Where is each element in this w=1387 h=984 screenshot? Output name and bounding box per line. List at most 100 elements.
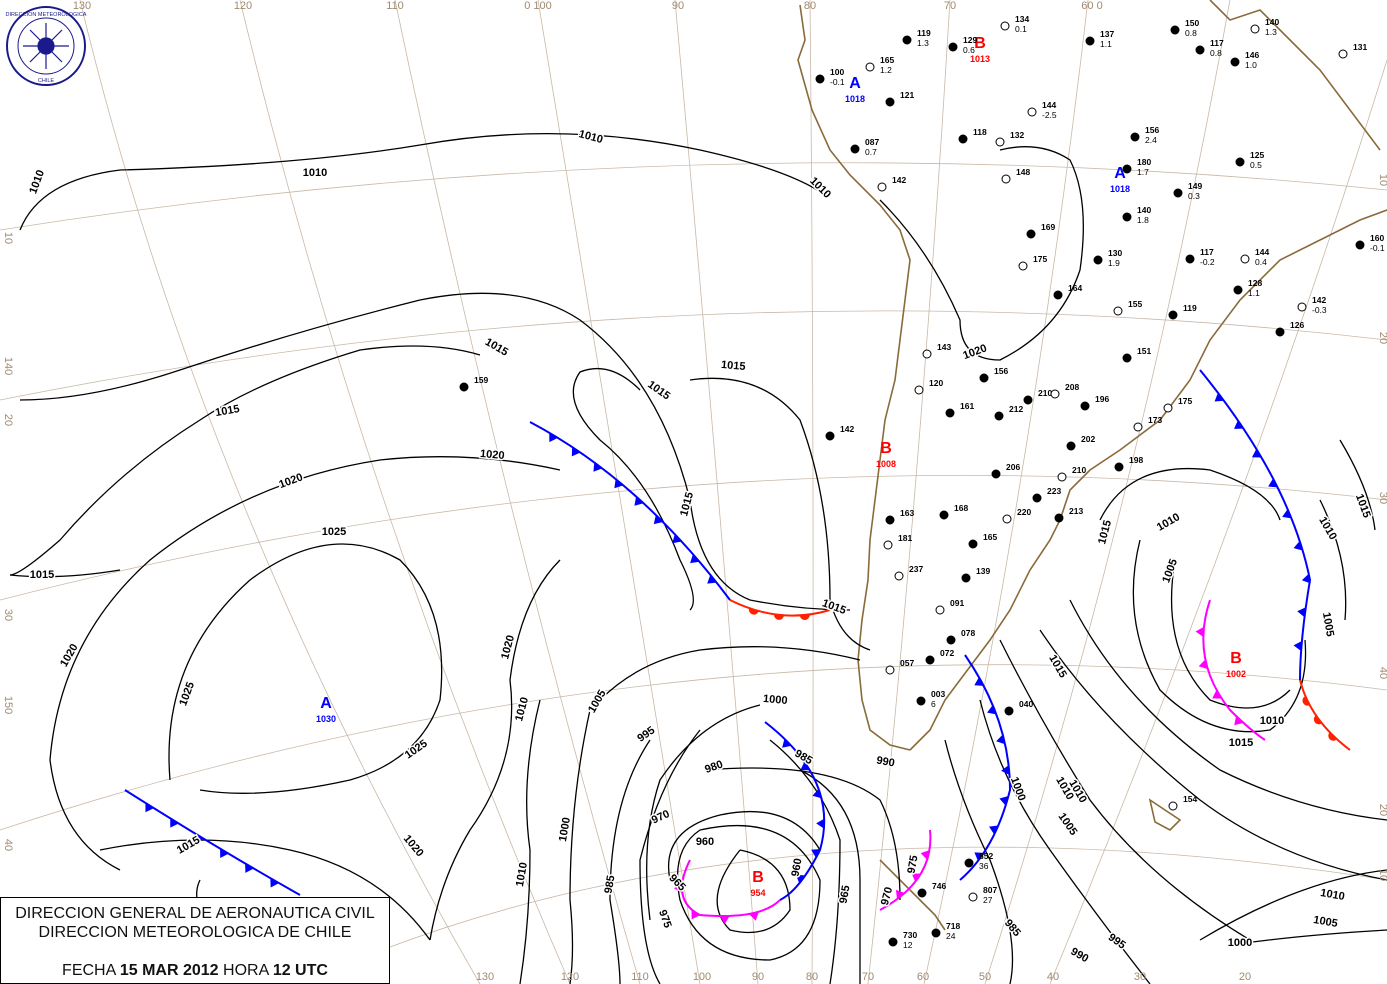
- latitude-label: 10: [1377, 869, 1387, 881]
- cloud-cover-icon: [1050, 389, 1060, 399]
- pressure-tendency: 0.4: [1255, 257, 1267, 267]
- cold-front-triangle: [812, 788, 822, 799]
- station-pressure: 202: [1081, 434, 1095, 444]
- isobar-label: 1010: [1053, 775, 1076, 802]
- cloud-cover-icon: [1233, 285, 1243, 295]
- station-pressure: 120: [929, 378, 943, 388]
- station-plot: 155: [1113, 299, 1142, 316]
- isobar-label: 995: [635, 724, 657, 744]
- warm-front: [1299, 679, 1351, 751]
- pressure-tendency: 12: [903, 940, 913, 950]
- isobar-label: 990: [875, 755, 895, 770]
- cloud-cover-icon: [1195, 45, 1205, 55]
- station-pressure: 140: [1265, 17, 1279, 27]
- station-pressure: 072: [940, 648, 954, 658]
- isobar-label: 1020: [277, 471, 304, 491]
- cold-front-triangle: [1297, 607, 1306, 618]
- station-pressure: 151: [1137, 346, 1151, 356]
- longitude-label: 130: [476, 971, 494, 983]
- low-pressure-center: B: [752, 869, 764, 886]
- station-plot: 169: [1026, 222, 1055, 239]
- cold-front-triangle: [895, 889, 905, 900]
- cloud-cover-icon: [888, 937, 898, 947]
- pressure-tendency: -0.1: [830, 77, 845, 87]
- pressure-tendency: -2.5: [1042, 110, 1057, 120]
- svg-text:DIRECCION METEOROLOGICA: DIRECCION METEOROLOGICA: [6, 12, 87, 18]
- station-plot: 175: [1018, 254, 1047, 271]
- station-plot: 143: [922, 342, 951, 359]
- cold-front-triangle: [593, 462, 603, 472]
- pressure-tendency: 24: [946, 931, 956, 941]
- isobar-label: 970: [650, 808, 672, 827]
- center-pressure-value: 1013: [970, 54, 990, 64]
- station-pressure: 213: [1069, 506, 1083, 516]
- station-plot: 154: [1168, 794, 1197, 811]
- station-pressure: 181: [898, 533, 912, 543]
- isobar-label: 1020: [401, 833, 426, 859]
- station-plot: 196: [1080, 394, 1109, 411]
- station-pressure: 730: [903, 930, 917, 940]
- station-plot: 161: [945, 401, 974, 418]
- station-pressure: 144: [1042, 100, 1056, 110]
- latitude-label: 10: [1377, 174, 1387, 186]
- station-plot: 118: [958, 127, 987, 144]
- isobar-label: 1015: [30, 569, 54, 581]
- cloud-cover-icon: [1085, 36, 1095, 46]
- station-plot: 212: [994, 404, 1023, 421]
- cold-front-triangle: [989, 825, 999, 835]
- isobar-label: 1015: [1229, 737, 1253, 749]
- isobar-label: 1005: [1312, 914, 1338, 930]
- cold-front-triangle: [245, 863, 254, 873]
- cloud-cover-icon: [459, 382, 469, 392]
- station-pressure: 040: [1019, 699, 1033, 709]
- station-pressure: 121: [900, 90, 914, 100]
- center-pressure-value: 1018: [1110, 184, 1130, 194]
- longitude-label: 90: [752, 971, 764, 983]
- cloud-cover-icon: [968, 892, 978, 902]
- station-pressure: 129: [963, 35, 977, 45]
- station-pressure: 165: [983, 532, 997, 542]
- pressure-tendency: 1.7: [1137, 167, 1149, 177]
- cloud-cover-icon: [1133, 422, 1143, 432]
- station-pressure: 210: [1038, 388, 1052, 398]
- pressure-tendency: -0.3: [1312, 305, 1327, 315]
- isobar-label: 1015: [214, 403, 240, 419]
- pressure-tendency: -0.2: [1200, 257, 1215, 267]
- station-pressure: 807: [983, 885, 997, 895]
- station-pressure: 125: [1250, 150, 1264, 160]
- isobar-label: 975: [906, 854, 921, 874]
- station-pressure: 119: [1183, 303, 1197, 313]
- chart-info-box: DIRECCION GENERAL DE AERONAUTICA CIVIL D…: [0, 897, 390, 984]
- svg-text:CHILE: CHILE: [38, 78, 55, 84]
- isobar-label: 1010: [27, 168, 47, 195]
- station-pressure: 210: [1072, 465, 1086, 475]
- cold-front-triangle: [749, 911, 759, 921]
- isobar-label: 1005: [586, 688, 609, 715]
- station-pressure: 168: [954, 503, 968, 513]
- chart-datetime: FECHA 15 MAR 2012 HORA 12 UTC: [62, 962, 328, 979]
- isobar-label: 1005: [1160, 557, 1180, 584]
- isobar-label: 1025: [403, 738, 430, 762]
- station-pressure: 132: [1010, 130, 1024, 140]
- longitude-label: 40: [1047, 971, 1059, 983]
- isobar-label: 1005: [1056, 811, 1080, 838]
- station-pressure: 003: [931, 689, 945, 699]
- cloud-cover-icon: [865, 62, 875, 72]
- station-plot: 168: [939, 503, 968, 520]
- latitude-label: 150: [2, 696, 14, 714]
- cloud-cover-icon: [946, 635, 956, 645]
- cold-front-triangle: [1212, 690, 1222, 699]
- warm-front-semicircle: [799, 614, 810, 621]
- low-pressure-center: B: [974, 35, 986, 52]
- station-plot: 132: [995, 130, 1024, 147]
- latitude-label: 140: [2, 357, 14, 375]
- pressure-tendency: 1.2: [880, 65, 892, 75]
- pressure-tendency: 0.1: [1015, 24, 1027, 34]
